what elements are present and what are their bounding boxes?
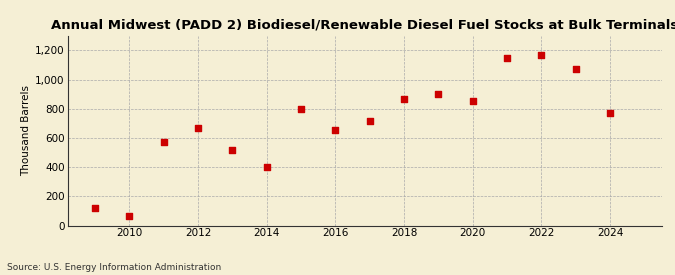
Point xyxy=(330,128,341,132)
Point xyxy=(570,66,581,71)
Point xyxy=(467,99,478,104)
Y-axis label: Thousand Barrels: Thousand Barrels xyxy=(21,85,31,176)
Point xyxy=(502,56,512,60)
Point xyxy=(124,214,135,218)
Point xyxy=(227,147,238,152)
Point xyxy=(192,126,203,131)
Point xyxy=(364,119,375,123)
Point xyxy=(158,140,169,144)
Point xyxy=(398,96,409,101)
Point xyxy=(536,53,547,58)
Point xyxy=(296,106,306,111)
Point xyxy=(605,111,616,115)
Point xyxy=(433,92,443,96)
Point xyxy=(261,165,272,169)
Point xyxy=(90,206,101,210)
Title: Annual Midwest (PADD 2) Biodiesel/Renewable Diesel Fuel Stocks at Bulk Terminals: Annual Midwest (PADD 2) Biodiesel/Renewa… xyxy=(51,19,675,32)
Text: Source: U.S. Energy Information Administration: Source: U.S. Energy Information Administ… xyxy=(7,263,221,272)
